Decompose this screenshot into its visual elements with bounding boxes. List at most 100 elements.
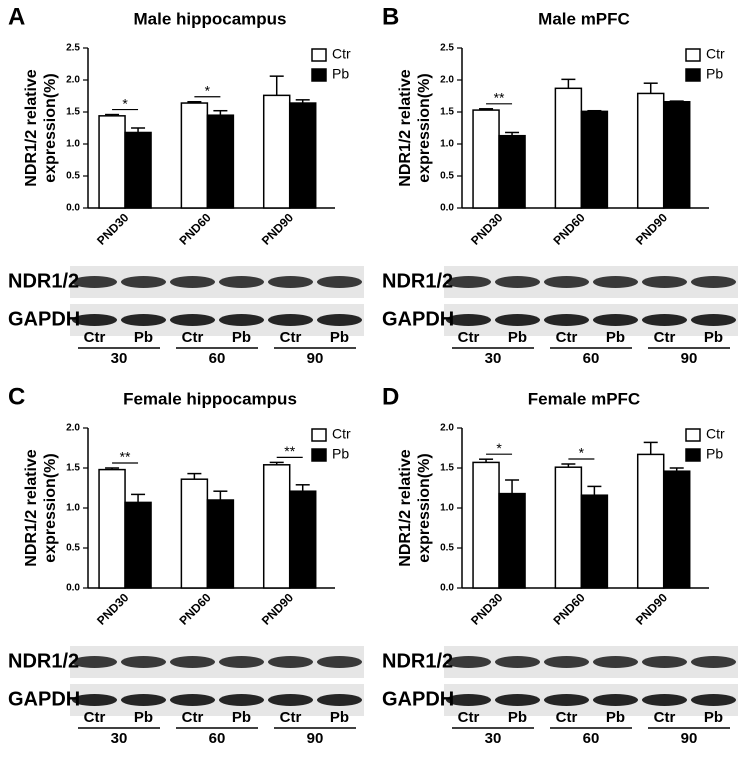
y-tick-label: 0.0 [66, 583, 80, 594]
legend-label: Pb [706, 66, 723, 82]
blot-strip [70, 684, 364, 716]
bar [498, 134, 526, 209]
blot-band [71, 656, 118, 668]
blot-row-label: NDR1/2 [8, 650, 79, 672]
x-tick-label: PND30 [94, 210, 131, 247]
bar [124, 501, 152, 589]
blot-band [445, 314, 492, 326]
legend-swatch [311, 48, 327, 62]
x-tick-label: PND90 [259, 210, 296, 247]
blot-row-label: NDR1/2 [382, 650, 453, 672]
lane-label: Pb [508, 329, 527, 346]
lane-label: Ctr [280, 329, 302, 346]
y-tick-label: 1.0 [66, 503, 80, 514]
lane-label: Ctr [556, 329, 578, 346]
panel-letter: B [382, 3, 399, 30]
chart-title: Female mPFC [528, 389, 640, 408]
blot-row-label: NDR1/2 [382, 270, 453, 292]
blot-band [316, 694, 363, 706]
blot-strip [444, 684, 738, 716]
legend-swatch [685, 68, 701, 82]
blot-band [641, 276, 688, 288]
blot-band [267, 314, 314, 326]
lane-label: Ctr [654, 709, 676, 726]
y-axis-label: NDR1/2 relative [23, 69, 40, 186]
bar [472, 461, 500, 589]
blot-band [71, 694, 118, 706]
blot-band [543, 314, 590, 326]
group-label: 30 [111, 730, 128, 747]
lane-label: Pb [232, 709, 251, 726]
blot-strip [70, 304, 364, 336]
blot-band [120, 276, 167, 288]
bar [554, 87, 583, 209]
lane-label: Pb [330, 329, 349, 346]
x-tick-label: PND90 [633, 210, 670, 247]
blot-band [169, 694, 216, 706]
lane-label: Pb [134, 329, 153, 346]
blot-band [543, 694, 590, 706]
group-label: 30 [485, 730, 502, 747]
y-axis-label: expression(%) [42, 453, 59, 562]
blot-band [316, 314, 363, 326]
bar [288, 102, 317, 209]
bar [498, 492, 526, 589]
blot-band [592, 314, 639, 326]
blot-band [592, 656, 639, 668]
lane-label: Pb [606, 709, 625, 726]
lane-label: Ctr [84, 709, 106, 726]
y-tick-label: 2.0 [440, 423, 454, 434]
blot-band [445, 694, 492, 706]
legend-swatch [311, 68, 327, 82]
lane-label: Ctr [458, 709, 480, 726]
blot-row-label: GAPDH [8, 308, 80, 330]
y-tick-label: 1.0 [440, 503, 454, 514]
y-tick-label: 0.0 [440, 583, 454, 594]
lane-label: Ctr [556, 709, 578, 726]
group-label: 90 [307, 730, 324, 747]
y-tick-label: 1.0 [66, 139, 80, 150]
group-label: 90 [681, 730, 698, 747]
y-tick-label: 1.5 [66, 463, 80, 474]
blot-band [267, 656, 314, 668]
blot-band [316, 276, 363, 288]
x-tick-label: PND30 [468, 210, 505, 247]
significance-label: ** [494, 90, 505, 106]
x-tick-label: PND30 [94, 590, 131, 627]
y-tick-label: 0.0 [440, 203, 454, 214]
y-tick-label: 0.5 [66, 543, 80, 554]
bar [472, 109, 500, 209]
lane-label: Ctr [182, 709, 204, 726]
y-tick-label: 2.0 [66, 423, 80, 434]
blot-band [120, 694, 167, 706]
lane-label: Pb [704, 709, 723, 726]
bar [262, 94, 291, 209]
blot-band [169, 276, 216, 288]
group-label: 60 [209, 350, 226, 367]
significance-label: ** [284, 443, 295, 459]
y-axis-label: expression(%) [416, 73, 433, 182]
blot-band [120, 314, 167, 326]
bar [206, 499, 235, 589]
blot-band [71, 276, 118, 288]
y-tick-label: 2.0 [66, 75, 80, 86]
blot-strip [444, 266, 738, 298]
panel-letter: C [8, 383, 25, 410]
blot-band [494, 656, 541, 668]
legend-label: Ctr [332, 46, 351, 62]
y-tick-label: 2.5 [440, 43, 454, 54]
blot-band [641, 656, 688, 668]
group-label: 60 [209, 730, 226, 747]
y-tick-label: 1.0 [440, 139, 454, 150]
blot-strip [70, 266, 364, 298]
bar [262, 464, 291, 589]
lane-label: Ctr [280, 709, 302, 726]
blot-band [592, 694, 639, 706]
bar [180, 478, 209, 589]
x-tick-label: PND90 [633, 590, 670, 627]
bar [580, 110, 609, 209]
blot-band [267, 276, 314, 288]
y-tick-label: 2.5 [66, 43, 80, 54]
